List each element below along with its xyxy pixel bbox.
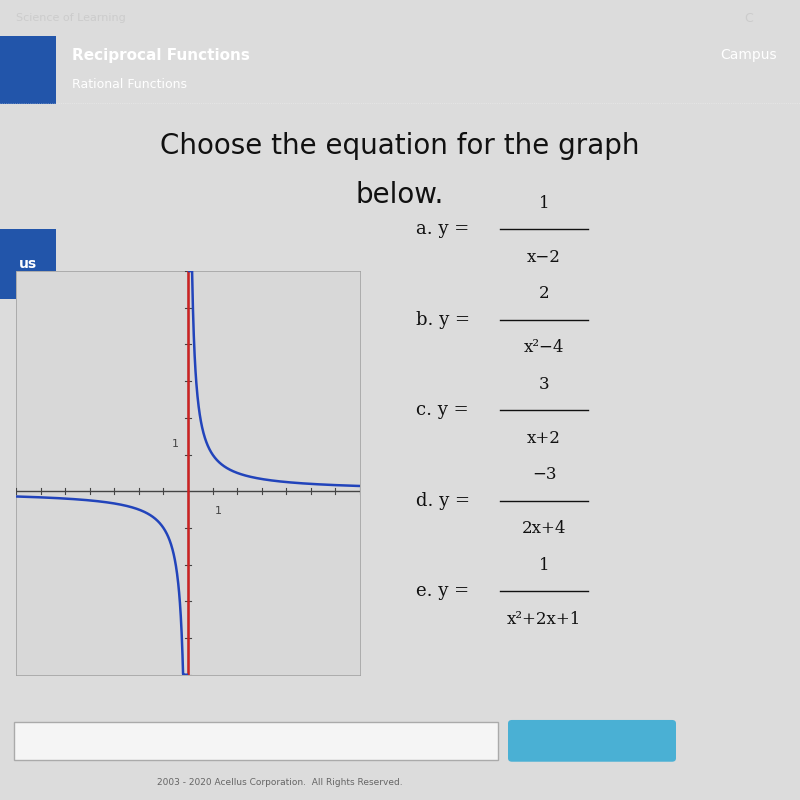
Text: C: C xyxy=(744,11,753,25)
Text: 3: 3 xyxy=(538,376,550,393)
Text: x−2: x−2 xyxy=(527,249,561,266)
Text: x²+2x+1: x²+2x+1 xyxy=(507,610,581,628)
Text: 1: 1 xyxy=(538,195,550,212)
Text: 2: 2 xyxy=(538,286,550,302)
Text: a. y =: a. y = xyxy=(416,220,470,238)
FancyBboxPatch shape xyxy=(0,36,56,104)
Text: 1: 1 xyxy=(215,506,222,516)
FancyBboxPatch shape xyxy=(508,720,676,762)
Text: us: us xyxy=(19,257,37,271)
Text: Science of Learning: Science of Learning xyxy=(16,13,126,23)
Text: e. y =: e. y = xyxy=(416,582,469,600)
Text: x+2: x+2 xyxy=(527,430,561,446)
FancyBboxPatch shape xyxy=(14,722,498,760)
Text: c. y =: c. y = xyxy=(416,402,469,419)
Text: 2x+4: 2x+4 xyxy=(522,520,566,538)
FancyBboxPatch shape xyxy=(0,230,56,299)
Text: d. y =: d. y = xyxy=(416,492,470,510)
Text: 1: 1 xyxy=(172,439,179,449)
Text: Reciprocal Functions: Reciprocal Functions xyxy=(72,47,250,62)
Text: Choose the equation for the graph: Choose the equation for the graph xyxy=(160,132,640,160)
Text: Rational Functions: Rational Functions xyxy=(72,78,187,91)
Text: Campus: Campus xyxy=(720,48,777,62)
Text: 2003 - 2020 Acellus Corporation.  All Rights Reserved.: 2003 - 2020 Acellus Corporation. All Rig… xyxy=(157,778,403,787)
Text: x²−4: x²−4 xyxy=(524,339,564,356)
Text: 1: 1 xyxy=(538,557,550,574)
Text: Enter: Enter xyxy=(571,734,613,748)
Text: below.: below. xyxy=(356,181,444,209)
Text: −3: −3 xyxy=(532,466,556,483)
Text: b. y =: b. y = xyxy=(416,310,470,329)
